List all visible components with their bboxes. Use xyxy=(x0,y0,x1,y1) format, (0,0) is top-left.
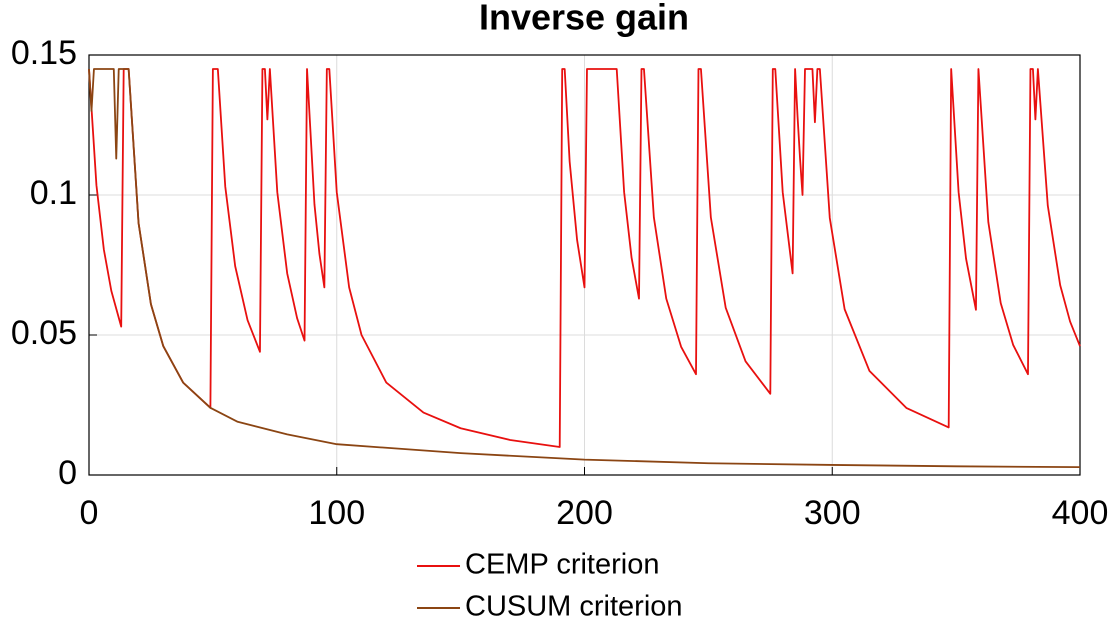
y-tick-label: 0.15 xyxy=(11,34,77,72)
x-tick-label: 400 xyxy=(1052,494,1109,532)
x-tick-label: 200 xyxy=(556,494,613,532)
line-series xyxy=(88,68,1081,469)
y-tick-label: 0.1 xyxy=(30,174,77,212)
y-tick-label: 0.05 xyxy=(11,314,77,352)
x-tick-label: 100 xyxy=(308,494,365,532)
y-tick-label: 0 xyxy=(58,454,77,492)
legend-label: CEMP criterion xyxy=(465,549,659,581)
line-series xyxy=(88,68,1081,448)
x-tick-label: 300 xyxy=(804,494,861,532)
x-tick-label: 0 xyxy=(80,494,99,532)
legend-label: CUSUM criterion xyxy=(465,591,683,623)
axes-box xyxy=(88,54,1081,476)
chart-title: Inverse gain xyxy=(479,0,689,38)
